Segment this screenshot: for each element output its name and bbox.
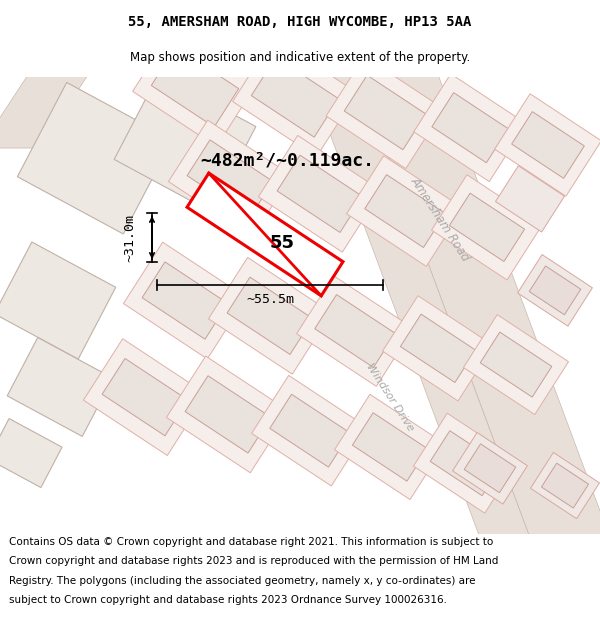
Polygon shape xyxy=(464,444,516,493)
Polygon shape xyxy=(431,175,542,280)
Text: 55: 55 xyxy=(270,234,295,252)
Polygon shape xyxy=(259,136,382,252)
Polygon shape xyxy=(7,338,113,436)
Text: Amersham Road: Amersham Road xyxy=(408,174,472,264)
Text: Windsor Drive: Windsor Drive xyxy=(364,361,416,433)
Polygon shape xyxy=(187,140,273,218)
Polygon shape xyxy=(529,266,581,315)
Polygon shape xyxy=(347,156,463,266)
Polygon shape xyxy=(352,412,428,481)
Polygon shape xyxy=(344,75,426,150)
Polygon shape xyxy=(270,394,350,467)
Text: ~31.0m: ~31.0m xyxy=(124,214,137,261)
Polygon shape xyxy=(124,242,247,359)
Polygon shape xyxy=(142,262,228,339)
Text: 55, AMERSHAM ROAD, HIGH WYCOMBE, HP13 5AA: 55, AMERSHAM ROAD, HIGH WYCOMBE, HP13 5A… xyxy=(128,14,472,29)
Polygon shape xyxy=(480,332,552,397)
Text: Crown copyright and database rights 2023 and is reproduced with the permission o: Crown copyright and database rights 2023… xyxy=(9,556,499,566)
Polygon shape xyxy=(0,26,120,148)
Polygon shape xyxy=(102,359,188,436)
Polygon shape xyxy=(187,173,343,296)
Polygon shape xyxy=(335,394,445,499)
Polygon shape xyxy=(463,314,569,414)
Polygon shape xyxy=(251,58,339,137)
Polygon shape xyxy=(227,277,313,354)
Polygon shape xyxy=(233,38,358,157)
Polygon shape xyxy=(400,314,476,382)
Polygon shape xyxy=(512,112,584,178)
Polygon shape xyxy=(277,155,363,232)
Polygon shape xyxy=(83,339,206,456)
Polygon shape xyxy=(541,463,589,508)
Polygon shape xyxy=(114,74,256,212)
Polygon shape xyxy=(151,47,239,127)
Polygon shape xyxy=(530,452,599,519)
Polygon shape xyxy=(414,74,526,182)
Text: ~482m²/~0.119ac.: ~482m²/~0.119ac. xyxy=(200,151,374,169)
Text: Contains OS data © Crown copyright and database right 2021. This information is : Contains OS data © Crown copyright and d… xyxy=(9,537,493,547)
Polygon shape xyxy=(452,432,527,504)
Polygon shape xyxy=(340,26,600,565)
Polygon shape xyxy=(296,276,413,386)
Polygon shape xyxy=(251,376,368,486)
Polygon shape xyxy=(365,174,445,248)
Polygon shape xyxy=(0,419,62,488)
Polygon shape xyxy=(432,92,508,162)
Polygon shape xyxy=(17,82,173,234)
Polygon shape xyxy=(315,294,395,368)
Polygon shape xyxy=(449,193,524,261)
Polygon shape xyxy=(413,413,518,513)
Polygon shape xyxy=(0,242,116,359)
Polygon shape xyxy=(496,166,565,232)
Text: ~55.5m: ~55.5m xyxy=(246,293,294,306)
Polygon shape xyxy=(169,120,292,237)
Polygon shape xyxy=(494,94,600,196)
Text: subject to Crown copyright and database rights 2023 Ordnance Survey 100026316.: subject to Crown copyright and database … xyxy=(9,595,447,605)
Text: Map shows position and indicative extent of the property.: Map shows position and indicative extent… xyxy=(130,51,470,64)
Polygon shape xyxy=(430,431,502,496)
Polygon shape xyxy=(208,258,332,374)
Polygon shape xyxy=(518,254,592,326)
Polygon shape xyxy=(290,26,540,565)
Polygon shape xyxy=(166,356,290,472)
Polygon shape xyxy=(133,28,257,147)
Text: Registry. The polygons (including the associated geometry, namely x, y co-ordina: Registry. The polygons (including the as… xyxy=(9,576,476,586)
Polygon shape xyxy=(185,376,271,453)
Polygon shape xyxy=(326,56,444,169)
Polygon shape xyxy=(383,296,493,401)
